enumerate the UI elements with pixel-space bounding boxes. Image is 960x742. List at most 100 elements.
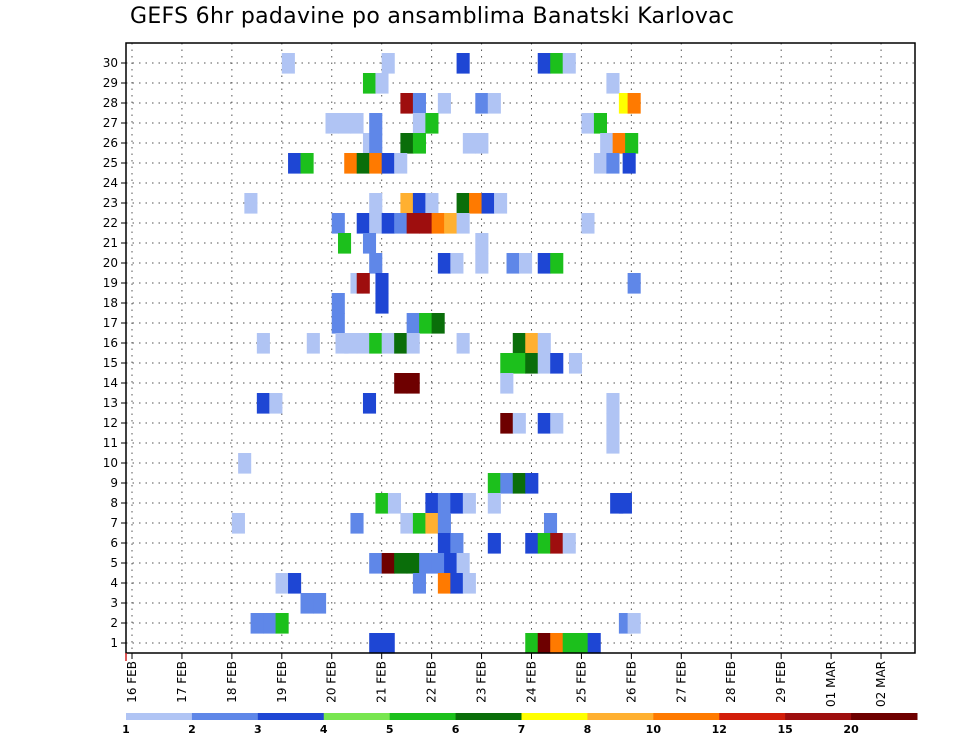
legend-label: 15 — [778, 723, 793, 736]
heatmap-cell — [300, 153, 314, 174]
heatmap-cell — [369, 253, 383, 274]
heatmap-cell — [250, 613, 264, 634]
heatmap-cell — [344, 333, 358, 354]
heatmap-cell — [400, 193, 414, 214]
y-tick-label: 9 — [110, 476, 118, 490]
y-tick-label: 14 — [103, 376, 118, 390]
heatmap-cell — [537, 533, 551, 554]
heatmap-cell — [369, 633, 383, 654]
heatmap-cell — [288, 153, 302, 174]
y-tick-label: 4 — [110, 576, 118, 590]
heatmap-cell — [369, 193, 383, 214]
heatmap-cell — [375, 73, 389, 94]
heatmap-cell — [256, 333, 270, 354]
heatmap-cell — [481, 193, 495, 214]
x-tick-label: 25 FEB — [574, 661, 588, 703]
heatmap-cell — [425, 513, 439, 534]
heatmap-cell — [606, 393, 620, 414]
heatmap-cell — [627, 273, 641, 294]
x-tick-label: 20 FEB — [325, 661, 339, 703]
y-tick-label: 16 — [103, 336, 118, 350]
legend-label: 4 — [320, 723, 328, 736]
heatmap-cell — [381, 633, 395, 654]
heatmap-cell — [543, 513, 558, 534]
y-tick-label: 6 — [110, 536, 118, 550]
chart-title: GEFS 6hr padavine po ansamblima Banatski… — [130, 4, 735, 29]
heatmap-cell — [500, 353, 514, 374]
y-tick-label: 25 — [103, 156, 118, 170]
legend-swatch — [719, 713, 786, 720]
y-tick-label: 28 — [103, 96, 118, 110]
heatmap-cell — [500, 373, 514, 394]
y-tick-label: 12 — [103, 416, 118, 430]
heatmap-cell — [437, 93, 451, 114]
heatmap-cell — [512, 353, 526, 374]
x-tick-label: 29 FEB — [774, 661, 788, 703]
y-tick-label: 21 — [103, 236, 118, 250]
heatmap-cell — [562, 533, 576, 554]
heatmap-cell — [431, 553, 445, 574]
heatmap-cell — [444, 213, 458, 234]
heatmap-cell — [537, 633, 551, 654]
heatmap-cell — [231, 513, 245, 534]
heatmap-cell — [627, 613, 641, 634]
heatmap-cell — [412, 573, 426, 594]
heatmap-cell — [444, 553, 458, 574]
heatmap-cell — [412, 133, 426, 154]
heatmap-cell — [562, 53, 576, 74]
heatmap-cell — [593, 153, 607, 174]
heatmap-cell — [550, 533, 564, 554]
legend-label: 6 — [452, 723, 460, 736]
y-tick-label: 23 — [103, 196, 118, 210]
legend-swatch — [455, 713, 522, 720]
legend-label: 12 — [712, 723, 727, 736]
heatmap-cell — [406, 373, 420, 394]
heatmap-cell — [600, 133, 614, 154]
x-tick-label: 27 FEB — [674, 661, 688, 703]
legend-swatch — [653, 713, 720, 720]
y-tick-label: 5 — [110, 556, 118, 570]
x-tick-label: 22 FEB — [425, 661, 439, 703]
x-tick-label: 28 FEB — [724, 661, 738, 703]
x-tick-label: 01 MAR — [824, 661, 838, 707]
heatmap-cell — [431, 313, 445, 334]
y-tick-label: 1 — [110, 636, 118, 650]
heatmap-cell — [512, 413, 526, 434]
legend-label: 5 — [386, 723, 394, 736]
x-tick-label: 19 FEB — [275, 661, 289, 703]
heatmap-cell — [450, 493, 464, 514]
legend-swatch — [126, 713, 193, 720]
heatmap-cell — [627, 93, 641, 114]
heatmap-cell — [331, 293, 345, 314]
heatmap-cell — [537, 253, 551, 274]
heatmap-cell — [606, 73, 620, 94]
y-tick-label: 24 — [103, 176, 118, 190]
heatmap-cell — [593, 113, 607, 134]
y-tick-label: 11 — [103, 436, 118, 450]
heatmap-cell — [437, 513, 451, 534]
legend-label: 10 — [646, 723, 662, 736]
x-tick-label: 24 FEB — [524, 661, 538, 703]
heatmap-cell — [356, 333, 370, 354]
heatmap-cell — [550, 353, 564, 374]
heatmap-cell — [437, 253, 451, 274]
heatmap-cell — [300, 593, 314, 614]
heatmap-cell — [425, 493, 439, 514]
heatmap-cell — [431, 213, 445, 234]
heatmap-cell — [550, 253, 564, 274]
heatmap-cell — [625, 133, 639, 154]
heatmap-cell — [487, 473, 501, 494]
heatmap-cell — [306, 333, 320, 354]
y-tick-label: 10 — [103, 456, 118, 470]
heatmap-cell — [375, 293, 389, 314]
x-tick-label: 21 FEB — [375, 661, 389, 703]
heatmap-cell — [437, 573, 451, 594]
heatmap-cell — [500, 413, 514, 434]
heatmap-cell — [406, 313, 420, 334]
y-tick-label: 27 — [103, 116, 118, 130]
heatmap-cell — [525, 333, 539, 354]
legend-label: 1 — [122, 723, 130, 736]
heatmap-cell — [400, 133, 414, 154]
heatmap-cell — [331, 313, 345, 334]
